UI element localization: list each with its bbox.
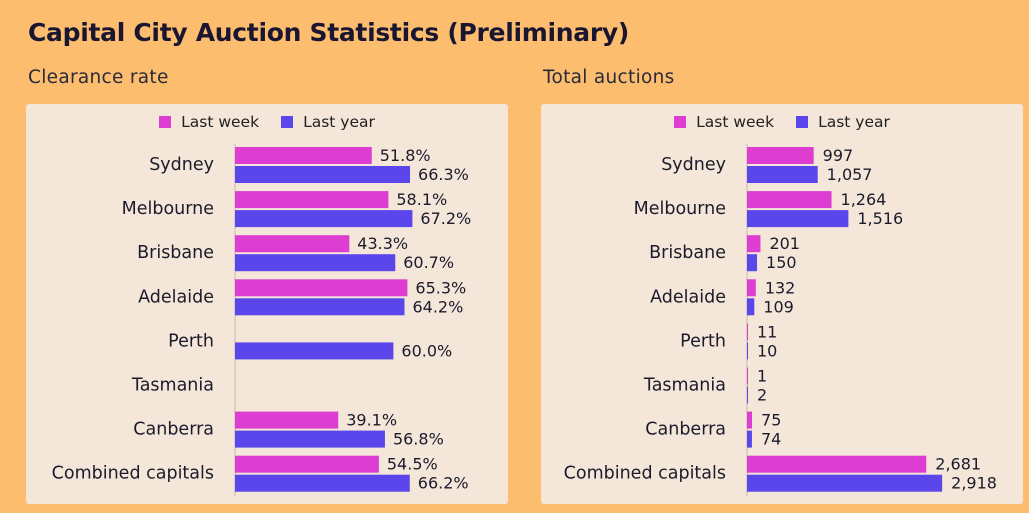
category-label-brisbane: Brisbane xyxy=(137,243,214,263)
legend-label-last-year: Last year xyxy=(303,113,375,131)
data-label-last-week-melbourne: 58.1% xyxy=(396,190,447,209)
data-label-last-week-canberra: 39.1% xyxy=(346,411,397,430)
data-label-last-week-sydney: 51.8% xyxy=(380,146,431,165)
bar-last-year-adelaide xyxy=(747,298,755,316)
data-label-last-year-sydney: 66.3% xyxy=(418,165,469,184)
data-label-last-year-brisbane: 60.7% xyxy=(403,253,454,272)
category-label-melbourne: Melbourne xyxy=(122,199,214,219)
bar-last-week-canberra xyxy=(235,411,339,429)
data-label-last-week-brisbane: 201 xyxy=(769,234,800,253)
bar-last-week-adelaide xyxy=(235,279,408,297)
total-auctions-subtitle: Total auctions xyxy=(543,67,675,88)
category-label-tasmania: Tasmania xyxy=(131,376,214,396)
bar-last-year-sydney xyxy=(747,166,818,183)
bar-last-week-melbourne xyxy=(747,191,832,209)
legend-swatch-last-week xyxy=(674,116,687,128)
bar-last-year-brisbane xyxy=(747,254,758,272)
clearance-rate-panel: Last week Last year Sydney 51.8% 66.3% Melb… xyxy=(26,104,508,504)
data-label-last-week-sydney: 997 xyxy=(823,146,854,165)
data-label-last-year-tasmania: 2 xyxy=(757,386,767,405)
legend-swatch-last-year xyxy=(281,116,294,128)
data-label-last-week-adelaide: 65.3% xyxy=(415,278,466,297)
bar-last-week-combined-capitals xyxy=(235,455,379,473)
data-label-last-year-canberra: 74 xyxy=(761,430,781,449)
legend: Last week Last year xyxy=(541,113,1023,131)
category-label-canberra: Canberra xyxy=(133,420,214,440)
category-label-perth: Perth xyxy=(168,331,214,351)
bar-last-week-adelaide xyxy=(747,279,756,297)
bar-last-year-perth xyxy=(235,342,394,360)
category-label-adelaide: Adelaide xyxy=(650,287,726,307)
category-label-melbourne: Melbourne xyxy=(634,199,726,219)
bar-last-year-canberra xyxy=(747,430,752,448)
bar-last-week-sydney xyxy=(235,147,372,164)
category-label-perth: Perth xyxy=(680,331,726,351)
data-label-last-year-combined-capitals: 2,918 xyxy=(951,474,997,493)
total-auctions-panel: Last week Last year Sydney 997 1,057 Melbou… xyxy=(541,104,1023,504)
data-label-last-year-perth: 60.0% xyxy=(401,341,452,360)
legend-item-last-week: Last week xyxy=(159,113,259,131)
bar-last-year-combined-capitals xyxy=(747,474,943,492)
category-label-combined-capitals: Combined capitals xyxy=(564,464,726,484)
bar-last-year-sydney xyxy=(235,166,411,183)
data-label-last-week-adelaide: 132 xyxy=(765,278,796,297)
data-label-last-year-brisbane: 150 xyxy=(766,253,797,272)
category-label-adelaide: Adelaide xyxy=(138,287,214,307)
bar-last-year-melbourne xyxy=(235,210,413,228)
clearance-rate-chart: Sydney 51.8%66.3% Melbourne 58.1%67.2% Brisb… xyxy=(52,144,471,496)
bar-last-year-combined-capitals xyxy=(235,474,410,492)
category-label-combined-capitals: Combined capitals xyxy=(52,464,214,484)
data-label-last-week-combined-capitals: 2,681 xyxy=(935,455,981,474)
data-label-last-year-combined-capitals: 66.2% xyxy=(418,474,469,493)
legend-label-last-year: Last year xyxy=(818,113,890,131)
bar-last-year-canberra xyxy=(235,430,385,448)
legend-item-last-week: Last week xyxy=(674,113,774,131)
category-label-tasmania: Tasmania xyxy=(643,376,726,396)
legend-item-last-year: Last year xyxy=(796,113,890,131)
bar-last-week-canberra xyxy=(747,411,753,429)
clearance-rate-subtitle: Clearance rate xyxy=(28,67,169,88)
legend-label-last-week: Last week xyxy=(696,113,775,131)
bar-last-week-brisbane xyxy=(235,235,350,253)
data-label-last-week-tasmania: 1 xyxy=(757,367,767,386)
data-label-last-year-adelaide: 64.2% xyxy=(412,297,463,316)
data-label-last-week-perth: 11 xyxy=(757,322,777,341)
bar-last-week-perth xyxy=(747,323,748,341)
data-label-last-year-perth: 10 xyxy=(757,341,777,360)
data-label-last-week-brisbane: 43.3% xyxy=(357,234,408,253)
bar-last-year-perth xyxy=(747,342,748,360)
data-label-last-week-melbourne: 1,264 xyxy=(841,190,887,209)
data-label-last-year-adelaide: 109 xyxy=(763,297,794,316)
bar-last-week-tasmania xyxy=(747,367,748,385)
legend: Last week Last year xyxy=(26,113,508,131)
legend-item-last-year: Last year xyxy=(281,113,375,131)
bar-last-week-melbourne xyxy=(235,191,389,209)
category-label-canberra: Canberra xyxy=(645,420,726,440)
legend-swatch-last-year xyxy=(796,116,809,128)
bar-last-year-adelaide xyxy=(235,298,405,316)
bar-last-week-sydney xyxy=(747,147,814,164)
category-label-sydney: Sydney xyxy=(661,155,726,175)
category-label-brisbane: Brisbane xyxy=(649,243,726,263)
bar-last-year-tasmania xyxy=(747,386,748,404)
data-label-last-year-sydney: 1,057 xyxy=(827,165,873,184)
legend-label-last-week: Last week xyxy=(181,113,260,131)
category-label-sydney: Sydney xyxy=(149,155,214,175)
chart-title: Capital City Auction Statistics (Prelimi… xyxy=(28,18,629,47)
data-label-last-year-melbourne: 1,516 xyxy=(857,209,903,228)
data-label-last-year-canberra: 56.8% xyxy=(393,430,444,449)
bar-last-year-brisbane xyxy=(235,254,396,272)
data-label-last-week-combined-capitals: 54.5% xyxy=(387,455,438,474)
data-label-last-week-canberra: 75 xyxy=(761,411,781,430)
bar-last-week-combined-capitals xyxy=(747,455,927,473)
bar-last-year-melbourne xyxy=(747,210,849,228)
data-label-last-year-melbourne: 67.2% xyxy=(420,209,471,228)
legend-swatch-last-week xyxy=(159,116,172,128)
bar-last-week-brisbane xyxy=(747,235,761,253)
